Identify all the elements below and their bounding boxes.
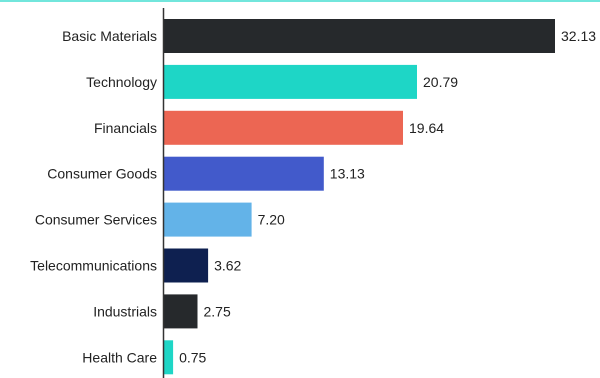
value-label-consumer-goods: 13.13 (330, 166, 365, 182)
bar-consumer-goods (164, 156, 324, 191)
value-label-financials: 19.64 (409, 120, 444, 136)
category-label-consumer-services: Consumer Services (35, 212, 157, 228)
category-label-financials: Financials (94, 120, 157, 136)
value-label-health-care: 0.75 (179, 349, 206, 365)
bar-industrials (164, 294, 198, 329)
value-label-consumer-services: 7.20 (258, 212, 285, 228)
value-label-industrials: 2.75 (204, 303, 231, 319)
bar-technology (164, 64, 417, 99)
category-label-technology: Technology (86, 74, 157, 90)
bars-group (164, 19, 555, 375)
value-label-telecommunications: 3.62 (214, 258, 241, 274)
value-label-basic-materials: 32.13 (561, 28, 596, 44)
bar-basic-materials (164, 19, 555, 53)
category-labels: Basic Materials Technology Financials Consu… (30, 28, 157, 365)
value-labels: 32.13 20.79 19.64 13.13 7.20 3.62 2.75 0.75 (179, 28, 596, 365)
value-label-technology: 20.79 (423, 74, 458, 90)
bar-consumer-services (164, 202, 252, 237)
category-label-telecommunications: Telecommunications (30, 258, 157, 274)
bar-financials (164, 110, 403, 145)
bar-telecommunications (164, 248, 209, 283)
category-label-industrials: Industrials (93, 303, 157, 319)
category-label-basic-materials: Basic Materials (62, 28, 157, 44)
bar-health-care (164, 340, 174, 375)
category-label-health-care: Health Care (82, 349, 157, 365)
category-label-consumer-goods: Consumer Goods (47, 166, 157, 182)
